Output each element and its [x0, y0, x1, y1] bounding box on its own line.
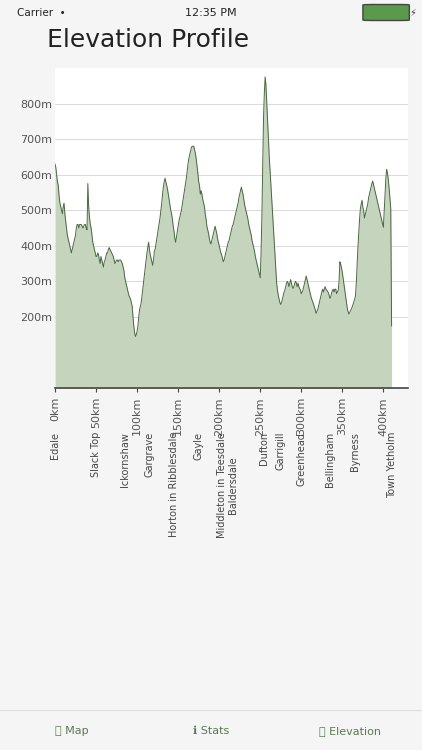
Text: 📊 Elevation: 📊 Elevation: [319, 726, 381, 736]
Text: ℹ Stats: ℹ Stats: [193, 726, 229, 736]
Text: Greenhead: Greenhead: [296, 432, 306, 486]
Text: Ickornshaw: Ickornshaw: [120, 432, 130, 487]
Text: Elevation Profile: Elevation Profile: [46, 28, 249, 52]
FancyBboxPatch shape: [363, 4, 409, 20]
Text: Gargrave: Gargrave: [144, 432, 154, 477]
Text: Gayle: Gayle: [194, 432, 204, 460]
Text: Garrigill: Garrigill: [276, 432, 286, 470]
Text: 12:35 PM: 12:35 PM: [185, 8, 237, 17]
Text: Byrness: Byrness: [350, 432, 360, 471]
Text: Town Yetholm: Town Yetholm: [387, 432, 397, 499]
Text: Edale: Edale: [50, 432, 60, 459]
Text: Carrier  •: Carrier •: [17, 8, 69, 17]
Text: Slack Top: Slack Top: [91, 432, 101, 478]
Text: Horton in Ribblesdale: Horton in Ribblesdale: [169, 432, 179, 537]
Text: Dufton: Dufton: [260, 432, 269, 465]
Text: Middleton in Teesdale
Baldersdale: Middleton in Teesdale Baldersdale: [216, 432, 238, 538]
Text: 🗺 Map: 🗺 Map: [55, 726, 89, 736]
Text: Bellingham: Bellingham: [325, 432, 335, 488]
Text: ⚡: ⚡: [409, 8, 416, 17]
